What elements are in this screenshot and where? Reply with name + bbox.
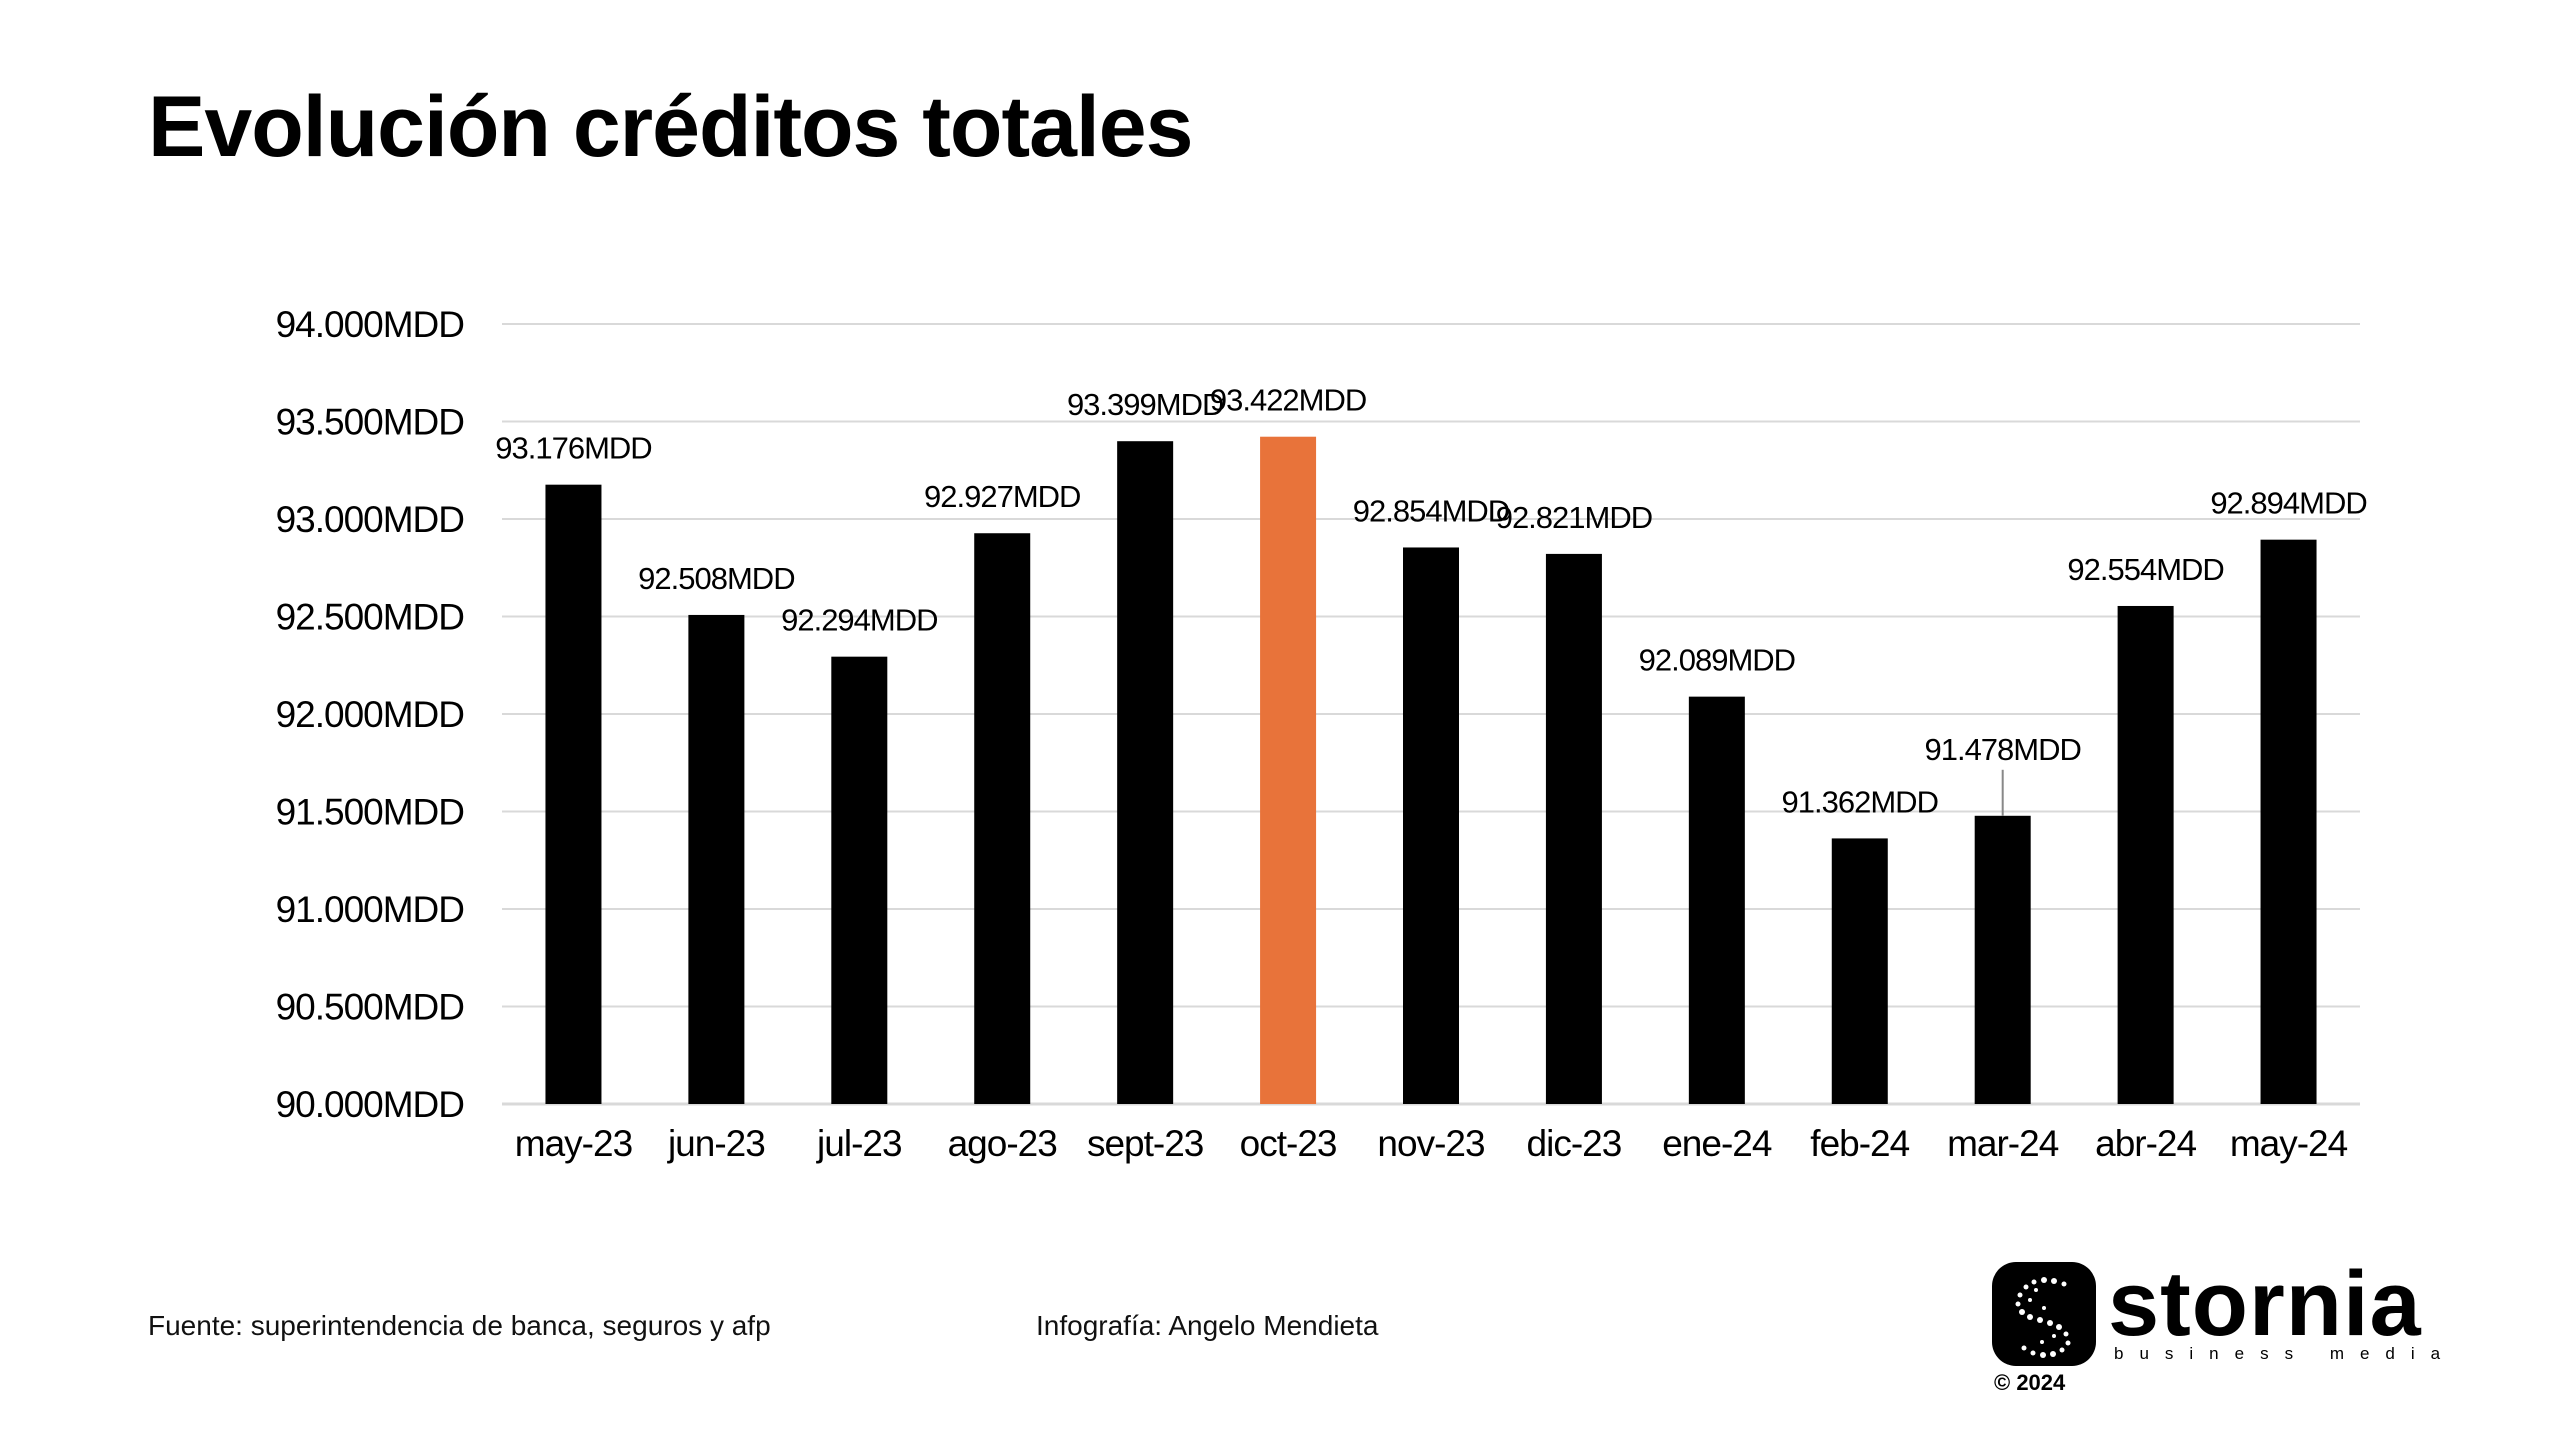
copyright-text: © 2024 <box>1994 1370 2066 1395</box>
bar-chart: 90.000MDD 90.500MDD 91.000MDD 91.500MDD 92.0… <box>276 304 2368 1164</box>
data-label: 92.894MDD <box>2210 486 2366 521</box>
data-label: 91.478MDD <box>1924 732 2080 767</box>
x-tick-label: abr-24 <box>2095 1123 2196 1164</box>
bar-ene-24 <box>1688 696 1745 1104</box>
brand-logo: stornia business media © 2024 <box>1992 1253 2457 1402</box>
bar-may-24 <box>2260 539 2317 1104</box>
data-label: 92.854MDD <box>1353 493 1509 528</box>
y-tick-label: 94.000MDD <box>276 304 464 345</box>
x-tick-label: nov-23 <box>1377 1123 1484 1164</box>
credit-text: Infografía: Angelo Mendieta <box>1036 1310 1379 1341</box>
x-tick-label: jun-23 <box>667 1123 765 1164</box>
data-label: 92.508MDD <box>638 561 794 596</box>
y-tick-label: 93.500MDD <box>276 402 464 443</box>
x-tick-label: jul-23 <box>816 1123 902 1164</box>
x-tick-label: oct-23 <box>1240 1123 1337 1164</box>
bar-mar-24 <box>1974 815 2031 1104</box>
y-tick-label: 90.500MDD <box>276 987 464 1028</box>
page-title: Evolución créditos totales <box>148 79 1193 175</box>
x-tick-label: may-23 <box>515 1123 632 1164</box>
bar-ago-23 <box>974 533 1031 1104</box>
bar-nov-23 <box>1403 547 1459 1104</box>
x-tick-label: ago-23 <box>948 1123 1057 1164</box>
x-tick-label: may-24 <box>2230 1123 2348 1164</box>
bar-feb-24 <box>1831 838 1888 1104</box>
data-label: 93.399MDD <box>1067 387 1223 422</box>
data-label: 93.422MDD <box>1210 383 1366 418</box>
stornia-s-icon <box>1992 1262 2096 1366</box>
data-label: 92.089MDD <box>1639 643 1795 678</box>
data-label: 92.294MDD <box>781 603 937 638</box>
bar-sept-23 <box>1117 441 1174 1104</box>
bar-may-23 <box>545 484 602 1104</box>
data-label: 91.362MDD <box>1782 784 1938 819</box>
y-tick-label: 93.000MDD <box>276 499 464 540</box>
data-label: 92.821MDD <box>1496 500 1652 535</box>
bar-dic-23 <box>1545 553 1602 1104</box>
bar-jun-23 <box>688 614 745 1104</box>
data-label: 93.176MDD <box>495 431 651 466</box>
y-tick-label: 90.000MDD <box>276 1084 464 1125</box>
x-tick-label: feb-24 <box>1810 1123 1909 1164</box>
brand-tagline: business media <box>2114 1344 2457 1363</box>
bar-jul-23 <box>831 656 888 1104</box>
x-tick-label: dic-23 <box>1527 1123 1622 1164</box>
bar-abr-24 <box>2117 605 2174 1104</box>
source-text: Fuente: superintendencia de banca, segur… <box>148 1310 771 1341</box>
data-label: 92.927MDD <box>924 479 1080 514</box>
bar-oct-23 <box>1260 436 1317 1105</box>
x-tick-label: mar-24 <box>1947 1123 2059 1164</box>
data-label: 92.554MDD <box>2067 552 2223 587</box>
y-tick-label: 92.000MDD <box>276 694 464 735</box>
x-tick-label: ene-24 <box>1662 1123 1772 1164</box>
y-tick-label: 91.500MDD <box>276 792 464 833</box>
y-tick-label: 91.000MDD <box>276 889 464 930</box>
brand-name: stornia <box>2108 1253 2422 1355</box>
x-tick-label: sept-23 <box>1087 1123 1203 1164</box>
y-tick-label: 92.500MDD <box>276 597 464 638</box>
